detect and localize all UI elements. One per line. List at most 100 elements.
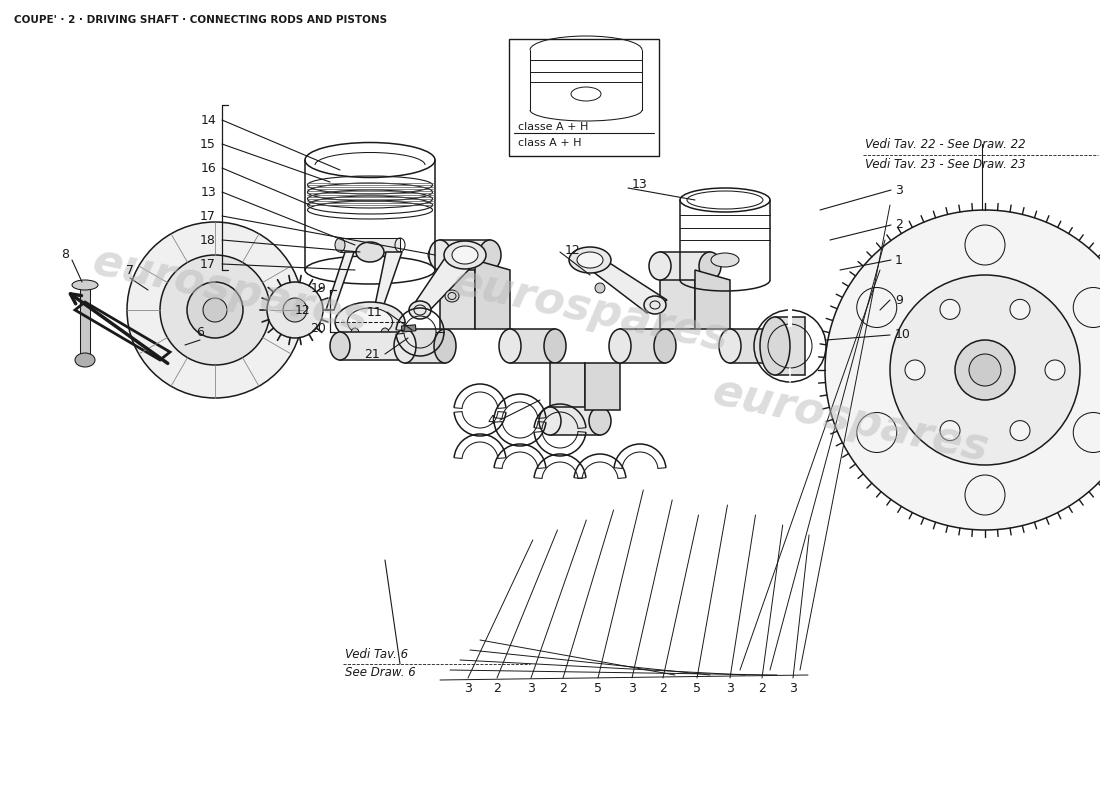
Polygon shape <box>585 363 620 410</box>
Text: eurospares: eurospares <box>88 240 372 340</box>
Text: 3: 3 <box>789 682 796 694</box>
Text: class A + H: class A + H <box>518 138 582 148</box>
Ellipse shape <box>409 301 431 319</box>
Text: 5: 5 <box>594 682 602 694</box>
Ellipse shape <box>351 328 359 338</box>
Ellipse shape <box>444 241 486 269</box>
Ellipse shape <box>654 329 676 363</box>
Circle shape <box>126 222 302 398</box>
Ellipse shape <box>348 308 393 336</box>
Text: 8: 8 <box>60 249 69 262</box>
Text: 17: 17 <box>200 210 216 222</box>
Ellipse shape <box>609 329 631 363</box>
Bar <box>510 329 556 363</box>
Text: eurospares: eurospares <box>448 260 733 360</box>
Text: 2: 2 <box>758 682 766 694</box>
Text: 3: 3 <box>726 682 734 694</box>
Ellipse shape <box>72 280 98 290</box>
Text: 2: 2 <box>895 218 903 231</box>
Text: 14: 14 <box>200 114 216 126</box>
Text: 2: 2 <box>493 682 500 694</box>
Bar <box>730 329 776 363</box>
Text: 1: 1 <box>895 254 903 266</box>
Ellipse shape <box>394 329 416 363</box>
Circle shape <box>940 299 960 319</box>
Bar <box>550 407 600 435</box>
Text: 3: 3 <box>464 682 472 694</box>
Text: 12: 12 <box>295 303 310 317</box>
Circle shape <box>857 287 896 327</box>
Text: Vedi Tav. 6: Vedi Tav. 6 <box>345 649 408 662</box>
Text: 11: 11 <box>366 306 382 318</box>
Ellipse shape <box>499 329 521 363</box>
Ellipse shape <box>719 329 741 363</box>
Text: 10: 10 <box>895 329 911 342</box>
Polygon shape <box>475 260 510 329</box>
Ellipse shape <box>698 252 720 280</box>
Text: Vedi Tav. 23 - See Draw. 23: Vedi Tav. 23 - See Draw. 23 <box>865 158 1025 170</box>
Circle shape <box>160 255 270 365</box>
Circle shape <box>965 225 1005 265</box>
Text: 2: 2 <box>559 682 566 694</box>
Polygon shape <box>440 260 475 329</box>
Ellipse shape <box>578 252 603 268</box>
Ellipse shape <box>336 302 405 342</box>
Text: 13: 13 <box>200 186 216 198</box>
Text: 15: 15 <box>200 138 216 150</box>
Polygon shape <box>575 258 667 313</box>
Polygon shape <box>374 252 401 310</box>
Text: 13: 13 <box>632 178 648 191</box>
Text: 9: 9 <box>895 294 903 306</box>
Circle shape <box>1010 299 1030 319</box>
Text: 2: 2 <box>659 682 667 694</box>
Ellipse shape <box>330 332 350 360</box>
Ellipse shape <box>544 329 566 363</box>
Circle shape <box>905 360 925 380</box>
Circle shape <box>595 283 605 293</box>
Ellipse shape <box>478 240 500 270</box>
Circle shape <box>1074 413 1100 453</box>
Circle shape <box>187 282 243 338</box>
Text: eurospares: eurospares <box>708 370 992 470</box>
Text: 3: 3 <box>895 183 903 197</box>
Text: 18: 18 <box>200 234 216 246</box>
Bar <box>340 332 405 360</box>
Polygon shape <box>695 270 730 329</box>
Ellipse shape <box>452 246 478 264</box>
Ellipse shape <box>760 317 790 375</box>
Circle shape <box>1074 287 1100 327</box>
Bar <box>80 285 90 360</box>
Text: 4: 4 <box>487 414 495 426</box>
Text: 5: 5 <box>693 682 701 694</box>
Bar <box>405 329 446 363</box>
Bar <box>660 252 710 280</box>
Polygon shape <box>660 270 695 329</box>
Circle shape <box>204 298 227 322</box>
Bar <box>402 325 416 332</box>
Circle shape <box>1045 360 1065 380</box>
Bar <box>620 329 666 363</box>
Ellipse shape <box>539 407 561 435</box>
Ellipse shape <box>336 238 345 252</box>
Circle shape <box>890 275 1080 465</box>
Ellipse shape <box>764 329 786 363</box>
Circle shape <box>969 354 1001 386</box>
Text: COUPE' · 2 · DRIVING SHAFT · CONNECTING RODS AND PISTONS: COUPE' · 2 · DRIVING SHAFT · CONNECTING … <box>14 15 387 25</box>
Text: Vedi Tav. 22 - See Draw. 22: Vedi Tav. 22 - See Draw. 22 <box>865 138 1025 151</box>
Ellipse shape <box>381 328 389 338</box>
Circle shape <box>955 340 1015 400</box>
Bar <box>440 240 490 270</box>
Bar <box>340 238 400 252</box>
Text: 12: 12 <box>565 243 581 257</box>
Ellipse shape <box>429 240 451 270</box>
Text: 3: 3 <box>628 682 636 694</box>
Ellipse shape <box>569 247 611 273</box>
Text: See Draw. 6: See Draw. 6 <box>345 666 416 679</box>
Ellipse shape <box>356 242 384 262</box>
Ellipse shape <box>446 290 459 302</box>
Text: 21: 21 <box>364 347 380 361</box>
Circle shape <box>1010 421 1030 441</box>
Ellipse shape <box>588 407 610 435</box>
Circle shape <box>283 298 307 322</box>
Polygon shape <box>410 255 483 310</box>
